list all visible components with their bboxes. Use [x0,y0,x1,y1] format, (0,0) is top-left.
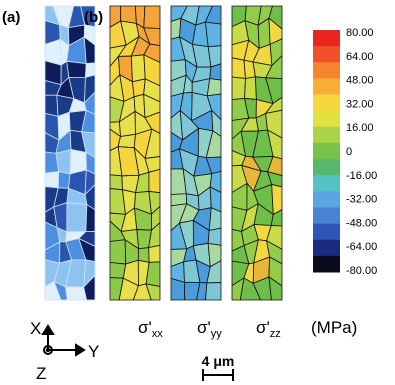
axis-label: Y [88,342,99,361]
colorbar-band [313,159,340,176]
colorbar-tick-label: 0 [346,146,352,158]
scale-bar-label: 4 μm [202,353,235,369]
grain [268,276,283,301]
grain [205,282,222,301]
colorbar-band [313,239,340,257]
colorbar-tick-label: -32.00 [346,194,377,206]
colorbar-band [313,78,340,96]
grain [65,286,88,301]
colorbar-band [313,46,340,63]
grain [271,183,283,216]
grain [66,60,87,78]
grain [143,5,161,29]
grain [148,244,161,263]
grain [44,171,60,189]
grain [120,5,137,24]
colorbar-tick-label: 32.00 [346,98,374,110]
colorbar-tick-label: 16.00 [346,122,374,134]
grain [117,133,136,149]
grain [137,247,150,263]
grain [148,168,161,194]
grain [57,171,71,189]
grain-maps [44,5,283,301]
grain [170,277,186,301]
colorbar-tick-label: 64.00 [346,51,374,63]
colorbar-tick-label: -80.00 [346,265,377,277]
colorbar-band [313,110,340,128]
colorbar-tick-label: 48.00 [346,75,374,87]
grain [231,57,246,79]
colorbar-band [313,191,340,208]
grain [85,203,96,232]
grain [69,149,87,175]
grain [207,45,222,68]
grain [130,54,146,83]
grain [83,274,96,301]
panel-label: (a) [2,9,20,26]
grain [44,94,59,117]
axes-triad [41,324,86,357]
component-label: σ'xx [138,318,163,340]
grain [207,227,222,246]
colorbar-band [313,223,340,241]
grain [204,21,222,48]
colorbar-band [313,175,340,192]
colorbar-band [313,62,340,79]
grain [208,207,222,232]
grain [109,174,123,191]
grain [109,239,127,265]
grain [55,149,72,175]
colorbar-band [313,207,340,225]
colorbar-tick-label: -16.00 [346,170,377,182]
grain [66,202,88,233]
component-label: σ'yy [197,318,222,340]
grain [206,78,222,97]
grain [231,76,246,101]
grain [244,76,257,100]
colorbar-band [313,142,340,160]
colorbar-tick-label: -64.00 [346,241,377,253]
panel-label: (b) [84,9,103,26]
colorbar: 80.00 64.00 48.00 32.00 16.00 0 -16.00 -32.00 -4… [313,27,377,277]
colorbar-band [313,255,340,273]
scale-bar [202,369,234,381]
colorbar-band [313,30,340,47]
colorbar-tick-label: 80.00 [346,27,374,39]
axis-label: X [30,319,41,338]
colorbar-tick-label: -48.00 [346,217,377,229]
axis-label: Z [36,364,46,383]
component-label: σ'zz [256,318,281,340]
unit-label: (MPa) [311,318,357,337]
colorbar-band [313,126,340,144]
grain [145,283,161,301]
colorbar-band [313,94,340,112]
